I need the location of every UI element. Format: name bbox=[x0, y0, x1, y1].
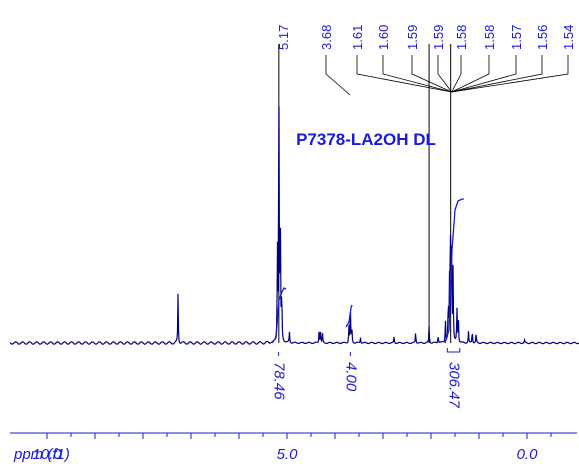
integral-label: 4.00 bbox=[342, 362, 359, 392]
x-axis: 10.0 5.0 0.0 bbox=[10, 432, 577, 463]
marker-group bbox=[278, 44, 452, 343]
peak-label: 1.57 bbox=[509, 25, 524, 50]
peak-label: 1.60 bbox=[376, 25, 391, 50]
peak-label: 1.61 bbox=[350, 25, 365, 50]
peak-label: 1.54 bbox=[561, 25, 576, 50]
peak-label: 5.17 bbox=[276, 25, 291, 50]
x-axis-label: ppm (f1) bbox=[13, 446, 70, 463]
peak-leader-line bbox=[356, 55, 452, 93]
x-tick-label: 5.0 bbox=[277, 446, 299, 463]
peak-leader-line bbox=[451, 55, 490, 93]
x-tick-label: 0.0 bbox=[517, 446, 539, 463]
peak-label: 1.58 bbox=[454, 25, 469, 50]
integral-curve bbox=[271, 287, 287, 344]
x-tick-label: 10.0 bbox=[32, 446, 62, 463]
peak-leader-line bbox=[325, 55, 351, 96]
peak-leader-line bbox=[451, 55, 462, 93]
spectrum-trace bbox=[9, 106, 579, 345]
peak-leader-line bbox=[411, 55, 452, 93]
peak-label: 1.59 bbox=[431, 25, 446, 50]
chart-title: P7378-LA2OH DL bbox=[296, 130, 436, 149]
integral-label: 306.47 bbox=[446, 362, 463, 409]
peak-leader-line bbox=[437, 55, 452, 93]
peak-leader-line bbox=[451, 55, 517, 93]
peak-label-group: 5.17 3.68 1.61 1.60 1.59 1.59 1.58 1.58 1.57 1.56… bbox=[276, 25, 576, 96]
peak-leader-line bbox=[382, 55, 452, 93]
peak-label: 1.56 bbox=[535, 25, 550, 50]
peak-label: 3.68 bbox=[319, 25, 334, 50]
integral-curve bbox=[444, 198, 464, 344]
integral-label: 78.46 bbox=[271, 362, 288, 400]
integral-group: 78.46 4.00 306.47 bbox=[271, 198, 464, 409]
peak-leader-line bbox=[451, 55, 543, 93]
peak-label: 1.58 bbox=[482, 25, 497, 50]
peak-leader-line bbox=[451, 55, 569, 93]
peak-label: 1.59 bbox=[405, 25, 420, 50]
integral-curve bbox=[345, 304, 353, 328]
integral-bracket bbox=[446, 348, 461, 353]
